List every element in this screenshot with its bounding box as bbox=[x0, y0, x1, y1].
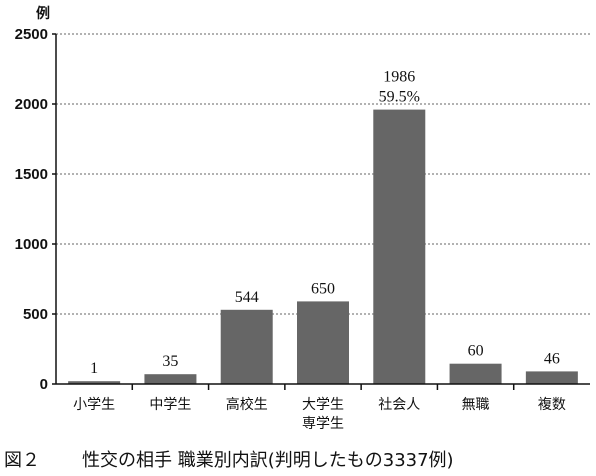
bar bbox=[373, 109, 426, 384]
grid-lines bbox=[56, 33, 590, 315]
data-label: 544 bbox=[235, 289, 259, 306]
axes bbox=[52, 33, 590, 390]
x-category-label: 小学生 bbox=[73, 397, 115, 413]
y-axis-unit: 例 bbox=[36, 5, 50, 22]
figure-number: 図２ bbox=[4, 450, 40, 471]
figure-title: 性交の相手 職業別内訳(判明したもの3337例) bbox=[82, 450, 454, 471]
bar bbox=[525, 371, 578, 384]
y-tick-label: 1000 bbox=[15, 236, 48, 253]
bar bbox=[297, 301, 349, 384]
labels: 0 500 1000 1500 2000 2500 例 1 小学生 35 中学生 544 高校生 650 大… bbox=[15, 5, 566, 432]
y-tick-label: 1500 bbox=[15, 166, 48, 183]
bar bbox=[68, 381, 121, 384]
data-label: 60 bbox=[468, 343, 484, 360]
x-category-label: 専学生 bbox=[302, 416, 344, 432]
data-label: 46 bbox=[544, 350, 560, 367]
x-category-label: 高校生 bbox=[226, 396, 268, 413]
data-label: 650 bbox=[311, 280, 335, 297]
y-tick-label: 2000 bbox=[15, 96, 48, 113]
bar bbox=[144, 374, 197, 384]
bar bbox=[449, 363, 502, 384]
x-category-label: 無職 bbox=[462, 397, 490, 413]
x-category-label: 中学生 bbox=[149, 397, 191, 413]
x-category-label: 複数 bbox=[538, 396, 566, 413]
data-label: 1986 bbox=[383, 69, 415, 86]
data-label: 59.5% bbox=[379, 89, 420, 106]
y-tick-label: 500 bbox=[23, 306, 48, 323]
y-tick-label: 2500 bbox=[15, 26, 48, 43]
y-tick-label: 0 bbox=[40, 376, 48, 393]
data-label: 35 bbox=[162, 353, 178, 370]
bars bbox=[68, 109, 578, 384]
bar bbox=[220, 309, 273, 384]
x-category-label: 大学生 bbox=[302, 397, 344, 413]
data-label: 1 bbox=[90, 360, 98, 377]
x-category-label: 社会人 bbox=[378, 397, 420, 413]
